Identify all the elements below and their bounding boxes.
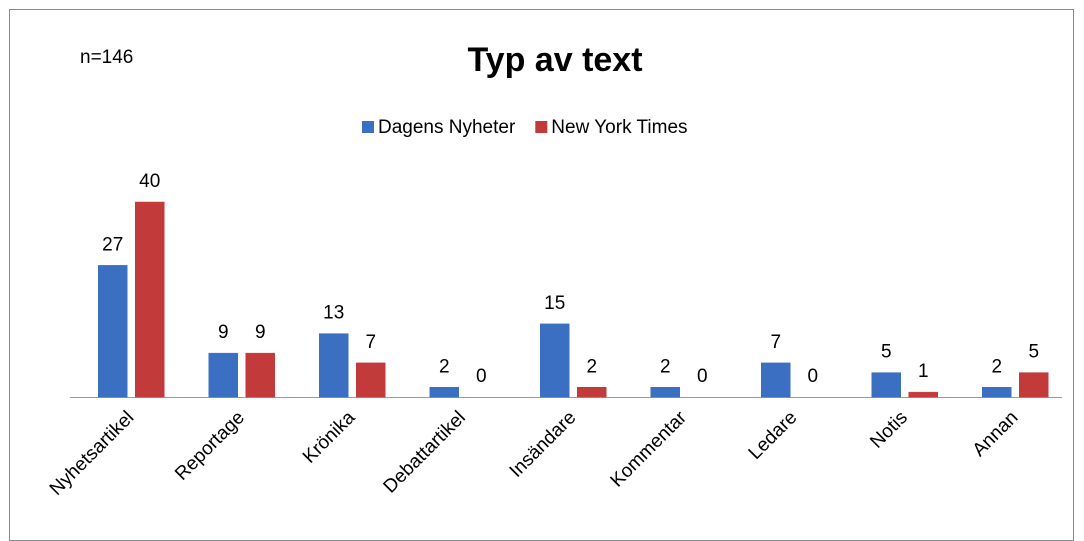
value-label: 0 (807, 366, 818, 387)
chart-border (9, 9, 1074, 541)
bar (761, 362, 791, 398)
value-label: 9 (255, 322, 266, 343)
bar (135, 201, 165, 398)
bar (908, 391, 938, 398)
bar (650, 387, 680, 398)
value-label: 2 (439, 356, 450, 377)
value-label: 2 (991, 356, 1002, 377)
value-label: 15 (544, 293, 565, 314)
value-label: 7 (770, 332, 781, 353)
value-label: 13 (323, 303, 344, 324)
bar (982, 387, 1012, 398)
value-label: 7 (365, 332, 376, 353)
bar (871, 372, 901, 398)
value-label: 5 (881, 342, 892, 363)
legend-swatch (362, 121, 374, 133)
value-label: 1 (918, 361, 929, 382)
annotation: n=146 (80, 47, 133, 68)
bar (540, 323, 570, 398)
legend-label: New York Times (551, 117, 687, 138)
chart-title: Typ av text (467, 41, 642, 79)
bar (429, 387, 459, 398)
value-label: 2 (586, 356, 597, 377)
value-label: 2 (660, 356, 671, 377)
value-label: 0 (476, 366, 487, 387)
bar (245, 352, 275, 398)
legend-label: Dagens Nyheter (378, 117, 516, 138)
legend-swatch (535, 121, 548, 133)
bar (98, 265, 128, 398)
value-label: 9 (218, 322, 229, 343)
value-label: 27 (102, 234, 123, 255)
value-label: 5 (1028, 342, 1039, 363)
bar (356, 362, 386, 398)
value-label: 0 (697, 366, 708, 387)
bar (1019, 372, 1049, 398)
bar (577, 387, 607, 398)
value-label: 40 (139, 171, 160, 192)
bar (319, 333, 349, 398)
bar (208, 352, 238, 398)
